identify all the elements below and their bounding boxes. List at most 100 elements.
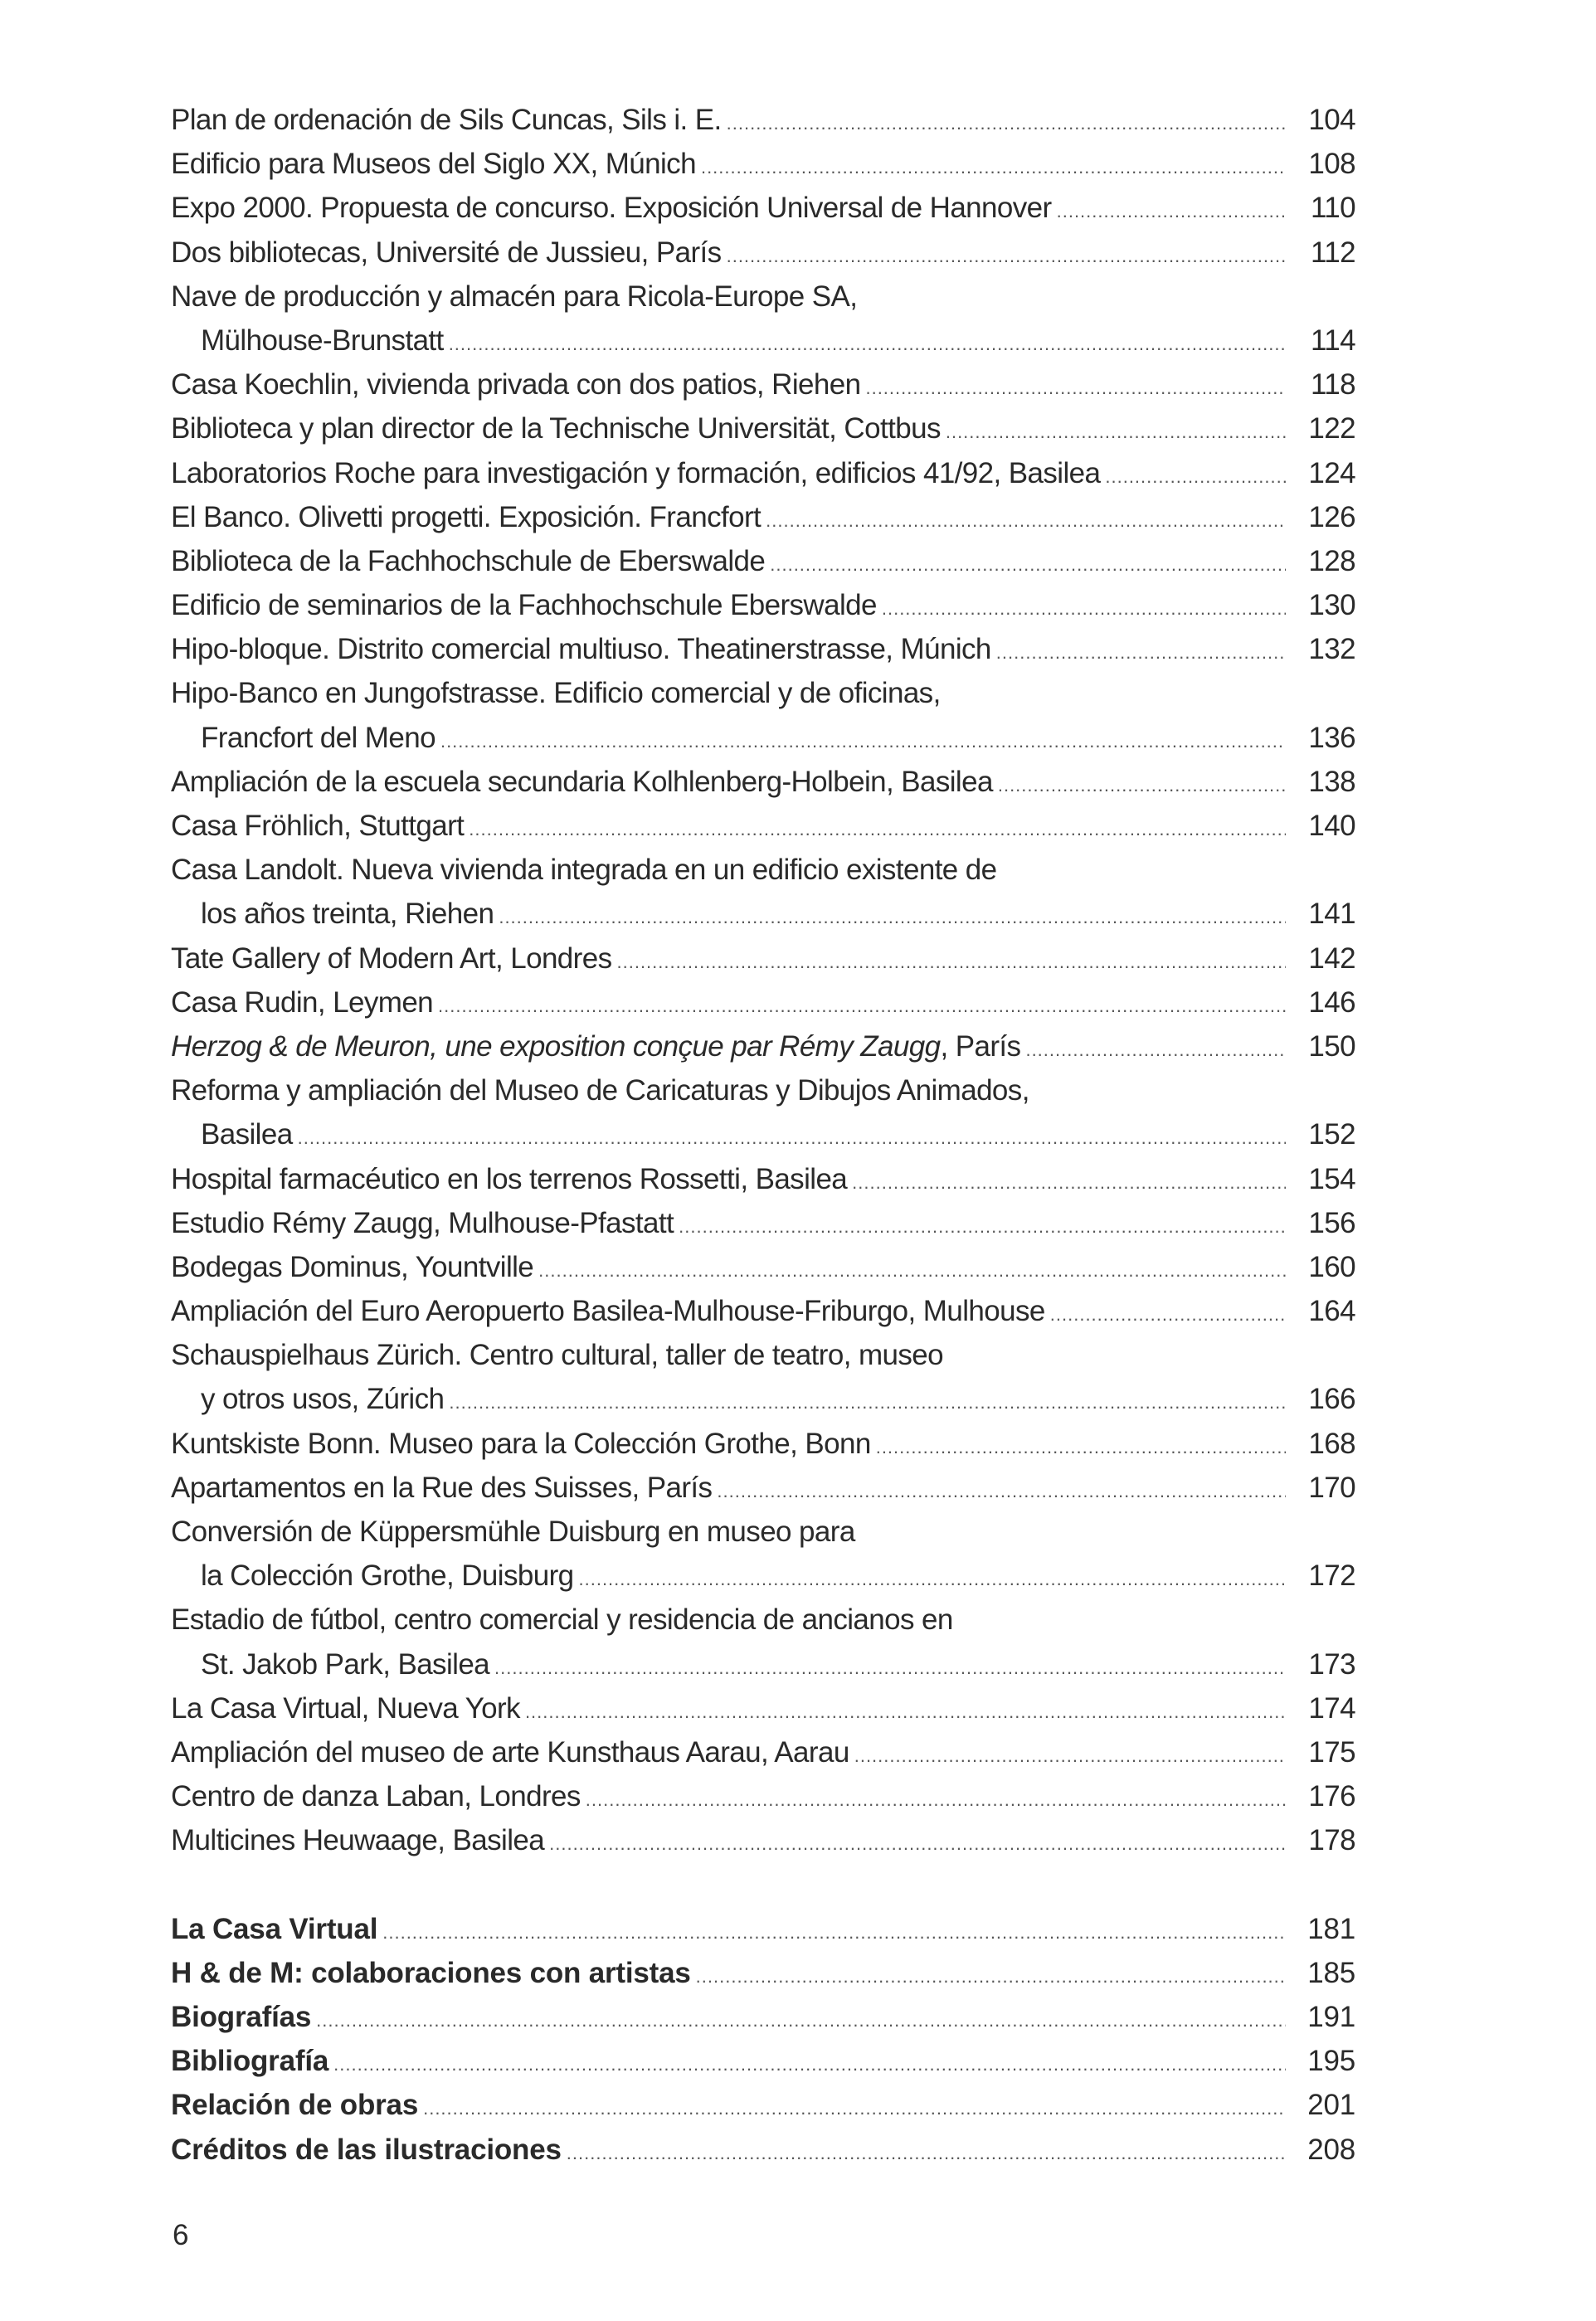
entry-title: Hospital farmacéutico en los terrenos Ro… — [171, 1162, 848, 1195]
entry-page-number: 141 — [1308, 898, 1355, 931]
dot-leader — [770, 543, 1286, 586]
toc-section: Biografías 191 — [171, 1995, 1355, 2039]
entry-title: Casa Landolt. Nueva vivienda integrada e… — [171, 854, 997, 887]
dot-leader — [449, 1380, 1286, 1424]
entry-title: Plan de ordenación de Sils Cuncas, Sils … — [171, 104, 722, 136]
entry-title: Reforma y ampliación del Museo de Carica… — [171, 1074, 1029, 1107]
dot-leader — [998, 763, 1286, 807]
section-title: Bibliografía — [171, 2045, 329, 2078]
page-number: 6 — [173, 2219, 189, 2251]
dot-leader — [882, 586, 1286, 630]
toc-section: La Casa Virtual 181 — [171, 1907, 1355, 1951]
entry-title: Nave de producción y almacén para Ricola… — [171, 280, 858, 313]
dot-leader — [727, 234, 1286, 278]
toc-entry-line: Expo 2000. Propuesta de concurso. Exposi… — [171, 186, 1356, 230]
dot-leader — [766, 499, 1286, 543]
dot-leader — [538, 1248, 1286, 1292]
dot-leader — [1050, 1292, 1286, 1336]
toc-entry-line: Nave de producción y almacén para Ricola… — [171, 275, 1355, 319]
toc-entry-line: Apartamentos en la Rue des Suisses, Parí… — [171, 1466, 1356, 1513]
toc-entry-line: Multicines Heuwaage, Basilea 178 — [171, 1818, 1356, 1862]
entry-page-number: 146 — [1308, 985, 1355, 1019]
dot-leader — [701, 145, 1286, 189]
dot-leader — [852, 1160, 1286, 1204]
entry-page-number: 136 — [1308, 721, 1355, 754]
dot-leader — [996, 630, 1286, 674]
entry-title: Tate Gallery of Modern Art, Londres — [171, 942, 612, 975]
entry-page-number: 126 — [1308, 500, 1355, 533]
entry-page-number: 142 — [1308, 942, 1355, 975]
entry-title: la Colección Grothe, Duisburg — [201, 1559, 574, 1593]
entry-title: Edificio de seminarios de la Fachhochsch… — [171, 589, 877, 622]
entry-page-number: 160 — [1308, 1250, 1355, 1283]
dot-leader — [579, 1557, 1287, 1601]
toc-entry-line: Conversión de Küppersmühle Duisburg en m… — [171, 1510, 1355, 1554]
toc-entry-line: Plan de ordenación de Sils Cuncas, Sils … — [171, 98, 1356, 142]
section-title: Biografías — [171, 2001, 312, 2034]
entry-title: La Casa Virtual, Nueva York — [171, 1691, 521, 1725]
toc-entry-line: Casa Landolt. Nueva vivienda integrada e… — [171, 848, 1355, 892]
entry-title: Ampliación de la escuela secundaria Kolh… — [171, 765, 993, 798]
dot-leader — [1105, 455, 1286, 499]
entry-page-number: 154 — [1308, 1162, 1355, 1195]
toc-entry-line: la Colección Grothe, Duisburg 172 — [171, 1554, 1356, 1601]
section-page-number: 181 — [1307, 1912, 1355, 1945]
entry-title: Casa Fröhlich, Stuttgart — [171, 810, 465, 842]
entry-page-number: 118 — [1311, 368, 1356, 401]
toc-section: Bibliografía 195 — [171, 2039, 1355, 2083]
entry-page-number: 108 — [1308, 148, 1355, 181]
entry-title: Hipo-bloque. Distrito comercial multiuso… — [171, 633, 991, 666]
entry-page-number: 122 — [1308, 412, 1355, 445]
entry-title-rest: , París — [940, 1029, 1022, 1063]
entry-title: Centro de danza Laban, Londres — [171, 1780, 581, 1813]
entry-page-number: 164 — [1308, 1295, 1355, 1328]
dot-leader — [717, 1469, 1286, 1513]
toc-section: Créditos de las ilustraciones 208 — [171, 2128, 1355, 2172]
entry-page-number: 112 — [1311, 236, 1356, 269]
toc-section: H & de M: colaboraciones con artistas 185 — [171, 1951, 1355, 1995]
dot-leader — [438, 984, 1286, 1028]
toc-entry-line: Edificio para Museos del Siglo XX, Múnic… — [171, 142, 1356, 189]
dot-leader — [449, 322, 1286, 366]
dot-leader — [696, 1954, 1286, 1998]
dot-leader — [469, 807, 1286, 851]
entry-page-number: 172 — [1308, 1559, 1355, 1593]
toc-entry-line: Reforma y ampliación del Museo de Carica… — [171, 1068, 1355, 1112]
toc-entry-line: Herzog & de Meuron, une exposition conçu… — [171, 1024, 1356, 1068]
section-page-number: 185 — [1307, 1956, 1355, 1989]
section-page-number: 191 — [1307, 2001, 1355, 2034]
toc-entry-line: El Banco. Olivetti progetti. Exposición.… — [171, 495, 1356, 539]
entry-title: y otros usos, Zúrich — [201, 1383, 445, 1416]
entry-page-number: 128 — [1308, 544, 1355, 577]
entry-page-number: 104 — [1308, 104, 1355, 136]
entry-page-number: 130 — [1308, 589, 1355, 622]
toc-entry-line: Basilea 152 — [171, 1112, 1356, 1156]
toc-entry-line: Kuntskiste Bonn. Museo para la Colección… — [171, 1422, 1356, 1466]
entry-page-number: 175 — [1308, 1735, 1355, 1769]
section-title: Créditos de las ilustraciones — [171, 2133, 562, 2166]
entry-page-number: 110 — [1311, 192, 1356, 225]
entry-title: Multicines Heuwaage, Basilea — [171, 1824, 545, 1857]
entry-title: Biblioteca y plan director de la Technis… — [171, 412, 941, 445]
entry-page-number: 170 — [1308, 1471, 1355, 1504]
entry-title: Schauspielhaus Zürich. Centro cultural, … — [171, 1339, 944, 1372]
entry-page-number: 168 — [1308, 1427, 1355, 1460]
entry-title: Conversión de Küppersmühle Duisburg en m… — [171, 1516, 855, 1548]
entry-title: Biblioteca de la Fachhochschule de Ebers… — [171, 544, 766, 577]
dot-leader — [298, 1116, 1286, 1160]
toc-entry-line: La Casa Virtual, Nueva York 174 — [171, 1686, 1356, 1730]
entry-page-number: 173 — [1308, 1647, 1355, 1681]
toc-entry-line: Biblioteca de la Fachhochschule de Ebers… — [171, 539, 1356, 586]
dot-leader — [854, 1734, 1286, 1778]
toc-entry-line: Ampliación del museo de arte Kunsthaus A… — [171, 1730, 1356, 1774]
section-title: La Casa Virtual — [171, 1912, 378, 1945]
entry-page-number: 132 — [1308, 633, 1355, 666]
entry-title: Francfort del Meno — [201, 721, 436, 754]
entry-title: Ampliación del Euro Aeropuerto Basilea-M… — [171, 1295, 1045, 1328]
toc-entry-line: y otros usos, Zúrich 166 — [171, 1377, 1356, 1424]
entry-page-number: 150 — [1308, 1029, 1355, 1063]
dot-leader — [333, 2042, 1286, 2086]
toc-entry-line: Schauspielhaus Zürich. Centro cultural, … — [171, 1333, 1355, 1377]
toc-entry-line: Tate Gallery of Modern Art, Londres 142 — [171, 937, 1356, 980]
entry-page-number: 174 — [1308, 1691, 1355, 1725]
